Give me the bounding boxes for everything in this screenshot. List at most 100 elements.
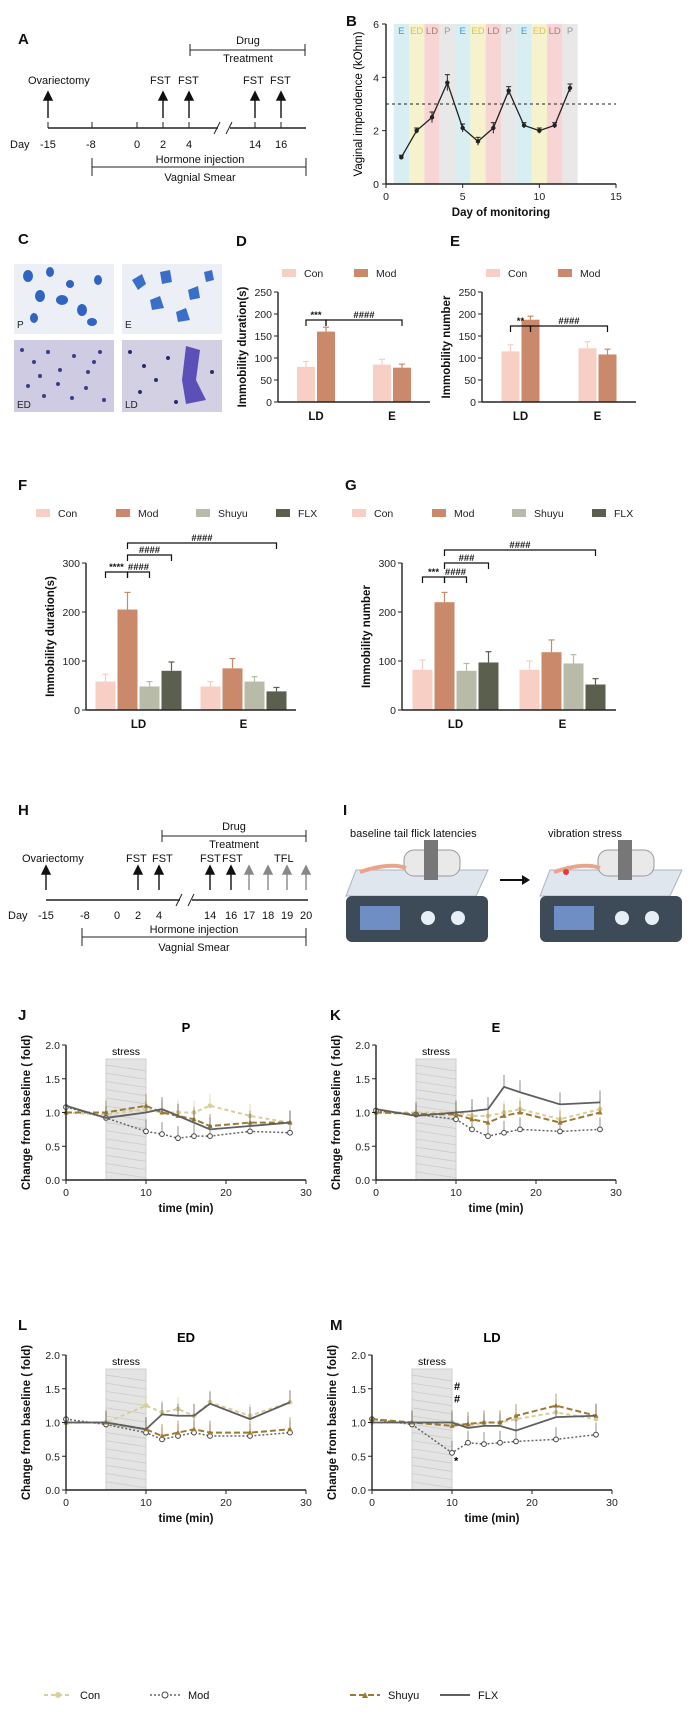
axis-break-a1 <box>213 121 221 135</box>
significance-bracket <box>443 576 468 583</box>
legend-label: Mod <box>376 268 397 280</box>
vibration-caption: vibration stress <box>548 828 622 840</box>
ovariectomy-label: Ovariectomy <box>28 75 90 87</box>
legend-label: Con <box>508 268 527 280</box>
bar-con <box>578 348 597 402</box>
ytick-label: 1.0 <box>351 1418 366 1430</box>
stress-hatch <box>415 1130 457 1138</box>
xtick-label: 20 <box>526 1497 538 1509</box>
ytick-label: 250 <box>458 287 476 299</box>
series-point <box>465 1439 471 1446</box>
legend-swatch <box>196 509 210 517</box>
h-hormone-label: Hormone injection <box>150 924 239 936</box>
xtick-label: 10 <box>140 1187 152 1199</box>
category-label: LD <box>513 411 528 423</box>
ytick-label: 1.5 <box>45 1074 60 1086</box>
significance-label: *** <box>310 310 321 321</box>
panel-b-y-label: Vaginal impendence (kOhm) <box>353 31 365 176</box>
series-point <box>517 1126 523 1133</box>
panel-h-label: H <box>18 802 29 819</box>
stress-label: stress <box>112 1356 140 1368</box>
xtick-label: 30 <box>300 1497 312 1509</box>
panel-d-label: D <box>236 233 247 250</box>
stage-label-p: P <box>17 320 24 331</box>
series-point <box>143 1128 149 1135</box>
panel-b-x-label: Day of monitoring <box>452 207 550 219</box>
xtick-label: 10 <box>450 1187 462 1199</box>
stress-label: stress <box>112 1046 140 1058</box>
stress-hatch <box>105 1089 147 1096</box>
x-label: time (min) <box>469 1203 524 1215</box>
significance-label: ### <box>459 553 476 564</box>
legend-label: FLX <box>298 508 317 520</box>
h-break-2 <box>187 893 195 907</box>
series-point <box>159 1131 165 1137</box>
h-day-0: -15 <box>38 910 54 922</box>
impedance-point <box>537 128 542 133</box>
legend-shuyu-label: Shuyu <box>388 1690 419 1702</box>
stress-hatch <box>105 1465 147 1472</box>
stress-hatch <box>105 1163 147 1170</box>
legend-swatch <box>432 509 446 517</box>
panel-i-apparatus: I baseline tail flick latencies vibratio… <box>343 802 683 942</box>
legend-swatch <box>36 509 50 517</box>
ytick-label: 1.5 <box>45 1384 60 1396</box>
ytick-label: 1.0 <box>45 1418 60 1430</box>
impedance-point <box>506 88 511 93</box>
stress-hatch <box>105 1105 147 1113</box>
significance-label: #### <box>353 310 375 321</box>
panel-m-label: M <box>330 1317 343 1334</box>
series-point <box>481 1441 487 1447</box>
e-cells <box>132 270 214 322</box>
legend-label: Mod <box>138 508 159 520</box>
stress-hatch <box>411 1465 453 1472</box>
series-point <box>501 1112 507 1118</box>
baseline-caption: baseline tail flick latencies <box>350 828 477 840</box>
impedance-point <box>399 155 404 160</box>
ytick-label: 0.5 <box>45 1141 60 1153</box>
legend-con-label: Con <box>80 1690 100 1702</box>
ytick-label: 0.0 <box>45 1485 60 1497</box>
stage-band-label: E <box>459 26 465 37</box>
series-point <box>469 1126 475 1133</box>
impedance-point <box>521 123 527 128</box>
impedance-point <box>491 125 496 131</box>
stress-hatch <box>105 1374 147 1382</box>
ytick-label: 150 <box>458 331 476 343</box>
significance-mark: # <box>454 1381 460 1393</box>
significance-label: *** <box>428 567 439 578</box>
series-point <box>449 1422 455 1428</box>
fst-label-1: FST <box>150 75 171 87</box>
day-label-a: Day <box>10 139 30 151</box>
ytick-label: 300 <box>62 558 80 570</box>
ytick-label: 250 <box>254 287 272 299</box>
stress-hatch <box>415 1105 457 1113</box>
stress-hatch <box>411 1391 453 1398</box>
stress-hatch <box>415 1122 457 1129</box>
vaginal-smear-label: Vagnial Smear <box>164 172 236 184</box>
stress-hatch <box>105 1097 147 1105</box>
y-label: Immobility duration(s) <box>45 576 57 697</box>
series-point <box>207 1103 213 1109</box>
h-fst-4: FST <box>222 853 243 865</box>
xtick-label: 10 <box>446 1497 458 1509</box>
stage-band-label: ED <box>533 26 546 37</box>
bar-con <box>412 669 433 710</box>
series-point <box>517 1109 523 1115</box>
fst-label-2: FST <box>178 75 199 87</box>
ytick-label: 100 <box>458 353 476 365</box>
panel-j-label: J <box>18 1007 26 1024</box>
panel-b-xtick-label: 15 <box>610 191 622 203</box>
ytick-label: 50 <box>260 375 272 387</box>
h-day-6: 16 <box>225 910 237 922</box>
apparatus-right <box>539 840 683 942</box>
stress-hatch <box>411 1473 453 1480</box>
x-label: time (min) <box>465 1513 520 1525</box>
xtick-label: 30 <box>606 1497 618 1509</box>
stress-hatch <box>105 1432 147 1439</box>
series-point <box>553 1436 559 1443</box>
ytick-label: 0.0 <box>355 1175 370 1187</box>
series-point <box>597 1126 603 1133</box>
